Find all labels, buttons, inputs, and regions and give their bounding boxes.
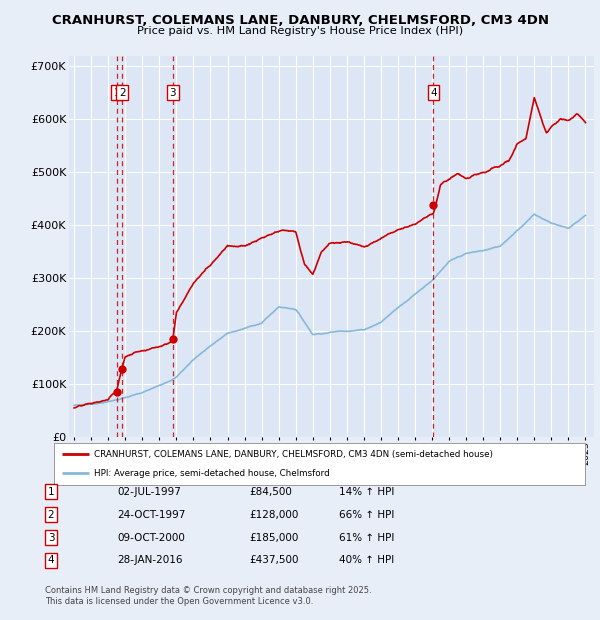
Text: £128,000: £128,000 (249, 510, 298, 520)
Text: CRANHURST, COLEMANS LANE, DANBURY, CHELMSFORD, CM3 4DN: CRANHURST, COLEMANS LANE, DANBURY, CHELM… (52, 14, 548, 27)
Text: 4: 4 (430, 88, 437, 98)
Text: £84,500: £84,500 (249, 487, 292, 497)
Text: 3: 3 (47, 533, 55, 542)
Text: 61% ↑ HPI: 61% ↑ HPI (339, 533, 394, 542)
Text: 2: 2 (119, 88, 125, 98)
Text: 02-JUL-1997: 02-JUL-1997 (117, 487, 181, 497)
Text: Price paid vs. HM Land Registry's House Price Index (HPI): Price paid vs. HM Land Registry's House … (137, 26, 463, 36)
Text: This data is licensed under the Open Government Licence v3.0.: This data is licensed under the Open Gov… (45, 597, 313, 606)
Text: CRANHURST, COLEMANS LANE, DANBURY, CHELMSFORD, CM3 4DN (semi-detached house): CRANHURST, COLEMANS LANE, DANBURY, CHELM… (94, 450, 493, 459)
Text: HPI: Average price, semi-detached house, Chelmsford: HPI: Average price, semi-detached house,… (94, 469, 329, 478)
Text: 1: 1 (113, 88, 120, 98)
Text: 66% ↑ HPI: 66% ↑ HPI (339, 510, 394, 520)
Text: 14% ↑ HPI: 14% ↑ HPI (339, 487, 394, 497)
Text: Contains HM Land Registry data © Crown copyright and database right 2025.: Contains HM Land Registry data © Crown c… (45, 586, 371, 595)
Text: 28-JAN-2016: 28-JAN-2016 (117, 556, 182, 565)
Text: 3: 3 (169, 88, 176, 98)
Text: 4: 4 (47, 556, 55, 565)
Text: 2: 2 (47, 510, 55, 520)
Text: 40% ↑ HPI: 40% ↑ HPI (339, 556, 394, 565)
Text: 24-OCT-1997: 24-OCT-1997 (117, 510, 185, 520)
Text: £185,000: £185,000 (249, 533, 298, 542)
Text: £437,500: £437,500 (249, 556, 299, 565)
Text: 09-OCT-2000: 09-OCT-2000 (117, 533, 185, 542)
Text: 1: 1 (47, 487, 55, 497)
